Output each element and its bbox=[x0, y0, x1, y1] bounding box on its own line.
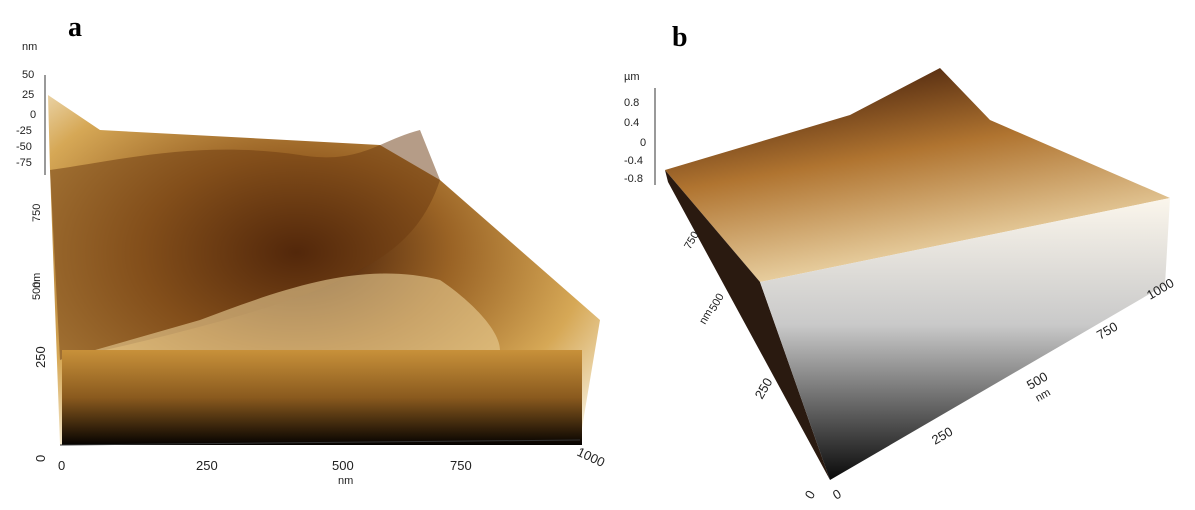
z-tick-label: -0.4 bbox=[624, 155, 643, 167]
x-tick-label: 1000 bbox=[575, 444, 608, 470]
y-tick-label: 250 bbox=[33, 346, 48, 368]
y-tick-label: 500 bbox=[31, 282, 43, 300]
y-tick-label: 0 bbox=[33, 455, 48, 462]
x-tick-label: 250 bbox=[929, 424, 955, 448]
z-tick-label: -0.8 bbox=[624, 173, 643, 185]
x-tick-label: 0 bbox=[830, 486, 844, 503]
z-tick-label: -50 bbox=[16, 141, 32, 153]
x-tick-label: 0 bbox=[58, 458, 65, 473]
z-tick-label: 0.8 bbox=[624, 97, 639, 109]
x-tick-label: 500 bbox=[332, 458, 354, 473]
z-tick-label: -25 bbox=[16, 125, 32, 137]
x-tick-label: 750 bbox=[450, 458, 472, 473]
z-tick-label: 25 bbox=[22, 89, 34, 101]
y-tick-label: 250 bbox=[752, 375, 776, 401]
figure: a nm 50 25 0 -25 -50 -75 750 nm 500 250 … bbox=[0, 0, 1195, 505]
z-tick-label: 0 bbox=[640, 137, 646, 149]
z-tick-label: 0 bbox=[30, 109, 36, 121]
panel-label: a bbox=[68, 12, 82, 43]
z-unit: nm bbox=[22, 41, 37, 53]
z-unit: µm bbox=[624, 71, 640, 83]
y-tick-label: 750 bbox=[31, 204, 43, 222]
x-tick-label: 250 bbox=[196, 458, 218, 473]
panel-label: b bbox=[672, 22, 688, 53]
panel-a: a nm 50 25 0 -25 -50 -75 750 nm 500 250 … bbox=[16, 12, 607, 487]
y-tick-label: 500 bbox=[707, 292, 727, 314]
y-tick-label: 0 bbox=[802, 488, 819, 502]
z-tick-label: -75 bbox=[16, 157, 32, 169]
z-tick-label: 0.4 bbox=[624, 117, 639, 129]
x-unit: nm bbox=[338, 475, 353, 487]
front-face bbox=[62, 350, 582, 445]
panel-b: b µm 0.8 0.4 0 -0.4 -0.8 750 nm 500 250 … bbox=[624, 22, 1177, 503]
z-tick-label: 50 bbox=[22, 69, 34, 81]
